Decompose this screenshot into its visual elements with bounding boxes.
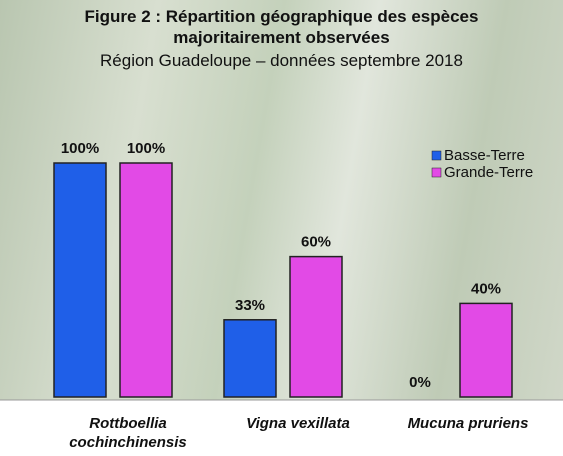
value-label: 0% [409,374,431,391]
value-label: 33% [235,297,265,314]
legend-label: Basse-Terre [444,147,525,164]
value-label: 100% [61,140,99,157]
chart-subtitle: Région Guadeloupe – données septembre 20… [0,51,563,71]
chart-title: Figure 2 : Répartition géographique des … [40,6,523,48]
bar [120,163,172,397]
value-label: 60% [301,234,331,251]
legend-swatch [432,151,441,160]
value-label: 40% [471,280,501,297]
chart: 100% 100% 33% 60% 0% 40% Basse-TerreGrande-Ter… [0,0,563,456]
bar [460,303,512,397]
value-label: 100% [127,140,165,157]
legend-label: Grande-Terre [444,164,533,181]
bar [290,257,342,397]
x-tick-label: Mucuna pruriens [388,414,548,433]
legend-swatch [432,168,441,177]
bar [224,320,276,397]
bar [54,163,106,397]
x-tick-label: Vigna vexillata [218,414,378,433]
x-tick-label: Rottboellia cochinchinensis [48,414,208,452]
